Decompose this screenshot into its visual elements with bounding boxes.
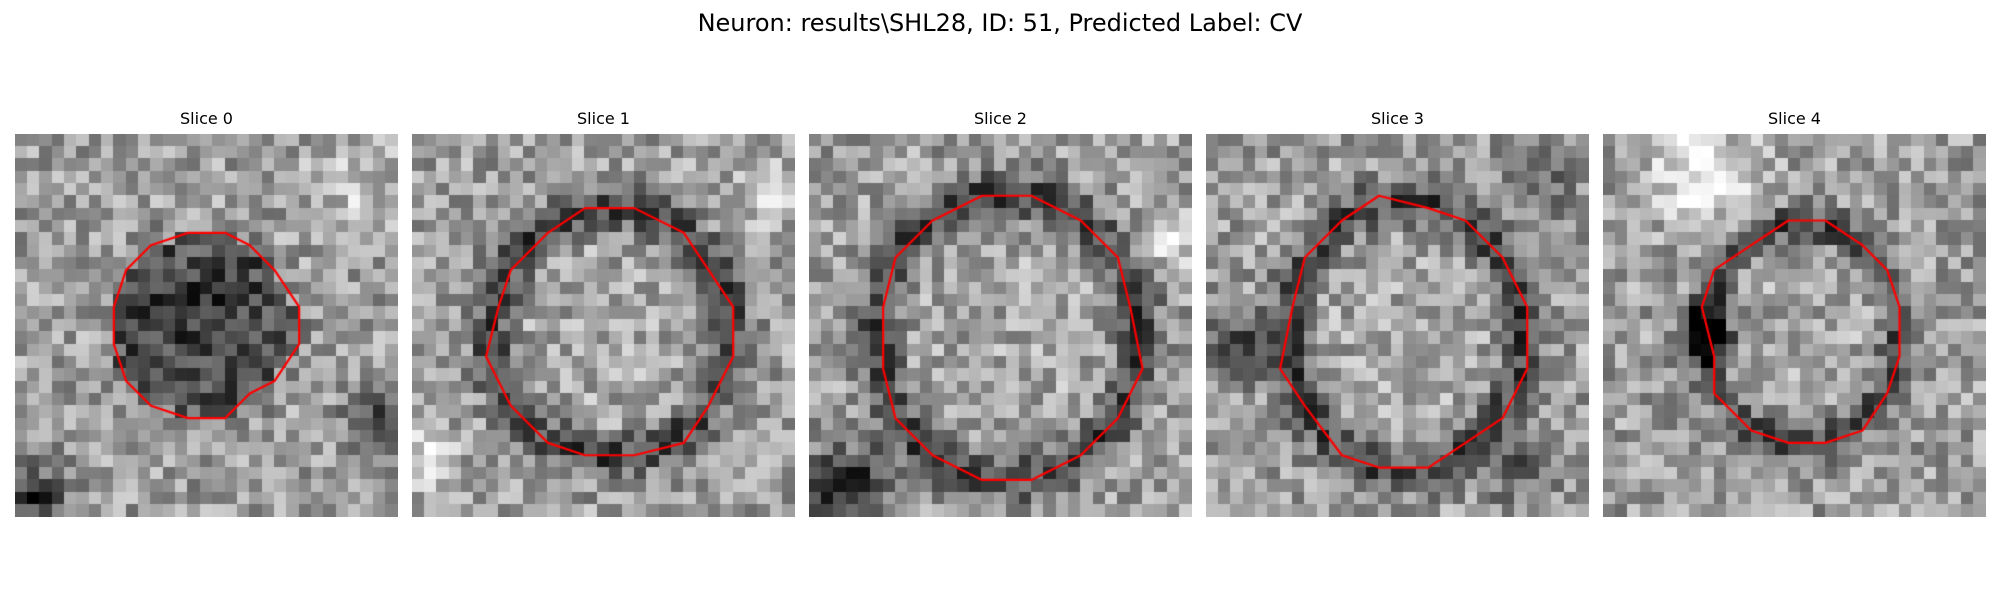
slice-title-2: Slice 2 — [974, 109, 1027, 128]
slice-panel-3: Slice 3 — [1206, 108, 1589, 522]
slice-panel-0: Slice 0 — [15, 108, 398, 522]
slice-image-2 — [809, 134, 1192, 517]
slice-image-1 — [412, 134, 795, 517]
slice-image-0 — [15, 134, 398, 517]
slice-image-3 — [1206, 134, 1589, 517]
slice-title-3: Slice 3 — [1371, 109, 1424, 128]
slice-title-1: Slice 1 — [577, 109, 630, 128]
slice-title-0: Slice 0 — [180, 109, 233, 128]
slice-panel-4: Slice 4 — [1603, 108, 1986, 522]
slice-panel-2: Slice 2 — [809, 108, 1192, 522]
slice-panel-1: Slice 1 — [412, 108, 795, 522]
figure-title: Neuron: results\SHL28, ID: 51, Predicted… — [697, 9, 1303, 37]
slice-image-4 — [1603, 134, 1986, 517]
slice-title-4: Slice 4 — [1768, 109, 1821, 128]
